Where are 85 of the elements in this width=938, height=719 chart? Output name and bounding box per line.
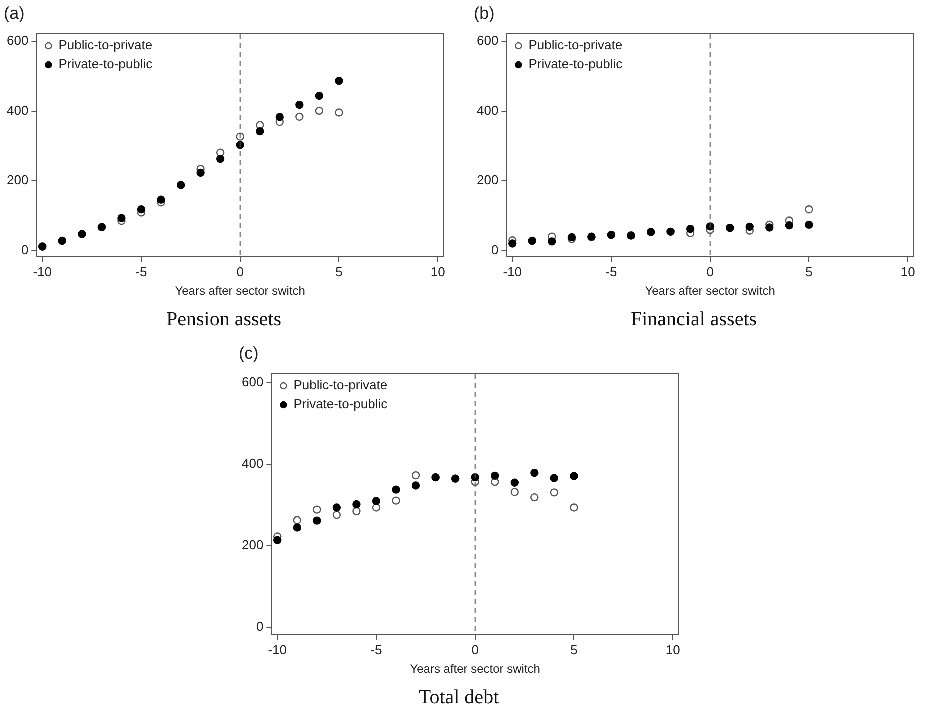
point	[412, 482, 420, 490]
x-tick-label: -5	[370, 642, 382, 658]
point	[530, 469, 539, 478]
point	[491, 472, 500, 480]
point	[293, 524, 302, 532]
x-tick-label: -10	[33, 264, 52, 280]
x-tick-label: 10	[430, 264, 446, 280]
point	[548, 238, 556, 246]
y-tick-label: 600	[6, 33, 29, 48]
y-tick-label: 600	[242, 374, 264, 390]
point	[686, 225, 695, 234]
point	[805, 220, 814, 230]
x-tick-label: 5	[806, 264, 813, 280]
text: (b)	[474, 4, 495, 24]
point	[118, 214, 126, 222]
point	[274, 536, 282, 544]
legend-label: Private-to-public	[294, 396, 388, 412]
point	[530, 493, 539, 502]
y-tick-label: 0	[21, 242, 29, 258]
x-tick-label: -5	[136, 264, 148, 280]
legend-label: Public-to-private	[58, 38, 153, 53]
point	[510, 488, 519, 496]
point	[372, 497, 381, 506]
point	[805, 206, 814, 214]
legend-label: Private-to-public	[58, 56, 154, 72]
point	[256, 127, 264, 136]
point	[352, 500, 361, 509]
point	[412, 471, 420, 480]
point	[296, 112, 304, 122]
x-tick-label: -5	[606, 264, 618, 280]
point	[335, 76, 344, 86]
text: Total debt	[418, 686, 500, 708]
point	[352, 507, 361, 516]
point	[313, 506, 322, 514]
point	[157, 196, 166, 204]
point	[550, 488, 559, 497]
point	[276, 113, 284, 122]
text: Pension assets	[166, 308, 282, 330]
point	[550, 474, 559, 482]
y-tick-label: 400	[476, 102, 499, 118]
point	[293, 516, 302, 525]
legend-label: Public-to-private	[294, 378, 388, 393]
point	[137, 206, 146, 214]
y-tick-label: 200	[242, 538, 264, 553]
point	[570, 504, 578, 512]
point	[785, 222, 794, 230]
point	[313, 516, 322, 525]
point	[335, 108, 344, 117]
legend-label: Public-to-private	[528, 38, 623, 53]
x-axis-title: Years after sector switch	[410, 662, 540, 676]
point	[315, 92, 324, 100]
x-axis-title: Years after sector switch	[175, 284, 306, 298]
text: (a)	[4, 4, 25, 24]
y-tick-label: 0	[256, 619, 264, 634]
y-tick-label: 0	[491, 242, 499, 258]
point	[510, 478, 519, 487]
point	[508, 240, 517, 248]
point	[196, 168, 205, 178]
point	[315, 106, 324, 116]
y-tick-label: 600	[476, 33, 499, 48]
point	[332, 511, 342, 520]
point	[332, 504, 342, 512]
y-tick-label: 400	[6, 102, 29, 118]
point	[392, 496, 400, 505]
point	[746, 222, 754, 232]
x-tick-label: 5	[570, 642, 578, 658]
point	[216, 154, 225, 164]
x-tick-label: 10	[900, 264, 916, 280]
point	[570, 472, 578, 480]
x-axis-title: Years after sector switch	[645, 284, 776, 298]
text: (c)	[239, 344, 259, 364]
point	[766, 224, 774, 232]
x-tick-label: 5	[336, 264, 343, 280]
x-tick-label: 0	[706, 264, 714, 280]
y-tick-label: 200	[6, 172, 29, 188]
point	[372, 504, 381, 512]
point	[392, 486, 400, 494]
y-tick-label: 400	[242, 456, 264, 472]
x-tick-label: -10	[503, 264, 522, 280]
point	[296, 100, 304, 110]
text: Financial assets	[630, 308, 758, 330]
x-tick-label: -10	[268, 642, 288, 658]
y-tick-label: 200	[476, 172, 499, 188]
x-tick-label: 10	[666, 642, 680, 658]
legend-label: Private-to-public	[528, 56, 624, 72]
